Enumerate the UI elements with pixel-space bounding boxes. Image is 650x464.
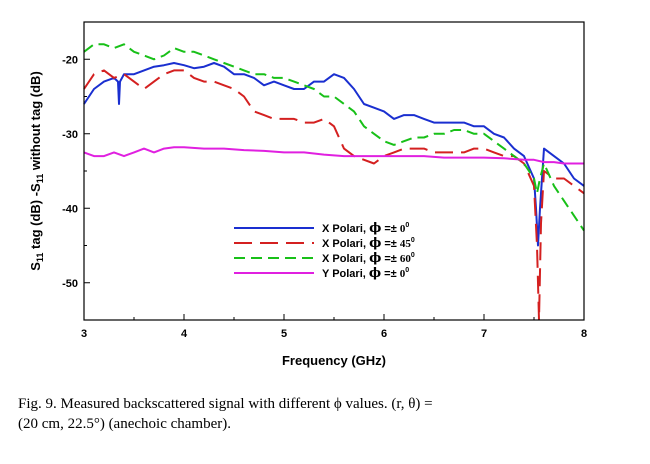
series-line-1 bbox=[83, 62, 585, 247]
x-tick-label: 3 bbox=[81, 328, 87, 340]
y-tick-label: -20 bbox=[62, 54, 78, 66]
x-tick-label: 8 bbox=[581, 328, 587, 340]
x-tick-label: 5 bbox=[281, 328, 287, 340]
figure-caption: Fig. 9. Measured backscattered signal wi… bbox=[18, 394, 598, 434]
legend-label-1: X Polari, ϕ =± 00 bbox=[322, 221, 409, 236]
x-tick-label: 7 bbox=[481, 328, 487, 340]
y-axis-label-sub2: 11 bbox=[35, 174, 45, 184]
y-tick-label: -30 bbox=[62, 129, 78, 141]
caption-line-2: (20 cm, 22.5°) (anechoic chamber). bbox=[18, 416, 231, 432]
y-axis-label-end: without tag (dB) bbox=[28, 71, 43, 174]
series-line-3 bbox=[83, 43, 585, 232]
series-line-4 bbox=[83, 146, 584, 165]
x-tick-label: 6 bbox=[381, 328, 387, 340]
y-axis-label: S11 tag (dB) -S11 without tag (dB) bbox=[28, 71, 45, 271]
legend-label-4: Y Polari, ϕ =± 00 bbox=[322, 266, 409, 281]
legend-label-2: X Polari, ϕ =± 450 bbox=[322, 236, 415, 251]
x-axis-label: Frequency (GHz) bbox=[282, 353, 386, 368]
y-tick-label: -50 bbox=[62, 278, 78, 290]
line-chart: 3 4 5 6 7 8 -20 -30 -40 -50 Frequency (GHz) S11 … bbox=[28, 21, 587, 368]
y-tick-label: -40 bbox=[62, 203, 78, 215]
y-axis-label-sub1: 11 bbox=[35, 253, 45, 263]
y-axis-label-s1: S bbox=[28, 262, 43, 271]
x-tick-label: 4 bbox=[181, 328, 188, 340]
y-axis-label-mid: tag (dB) -S bbox=[28, 183, 43, 253]
y-axis-ticks: -20 -30 -40 -50 bbox=[62, 21, 90, 321]
series-layer bbox=[83, 43, 585, 321]
caption-line-1: Fig. 9. Measured backscattered signal wi… bbox=[18, 396, 433, 412]
legend-label-3: X Polari, ϕ =± 600 bbox=[322, 251, 415, 266]
series-line-2 bbox=[83, 69, 585, 321]
x-axis-ticks: 3 4 5 6 7 8 bbox=[81, 314, 587, 340]
